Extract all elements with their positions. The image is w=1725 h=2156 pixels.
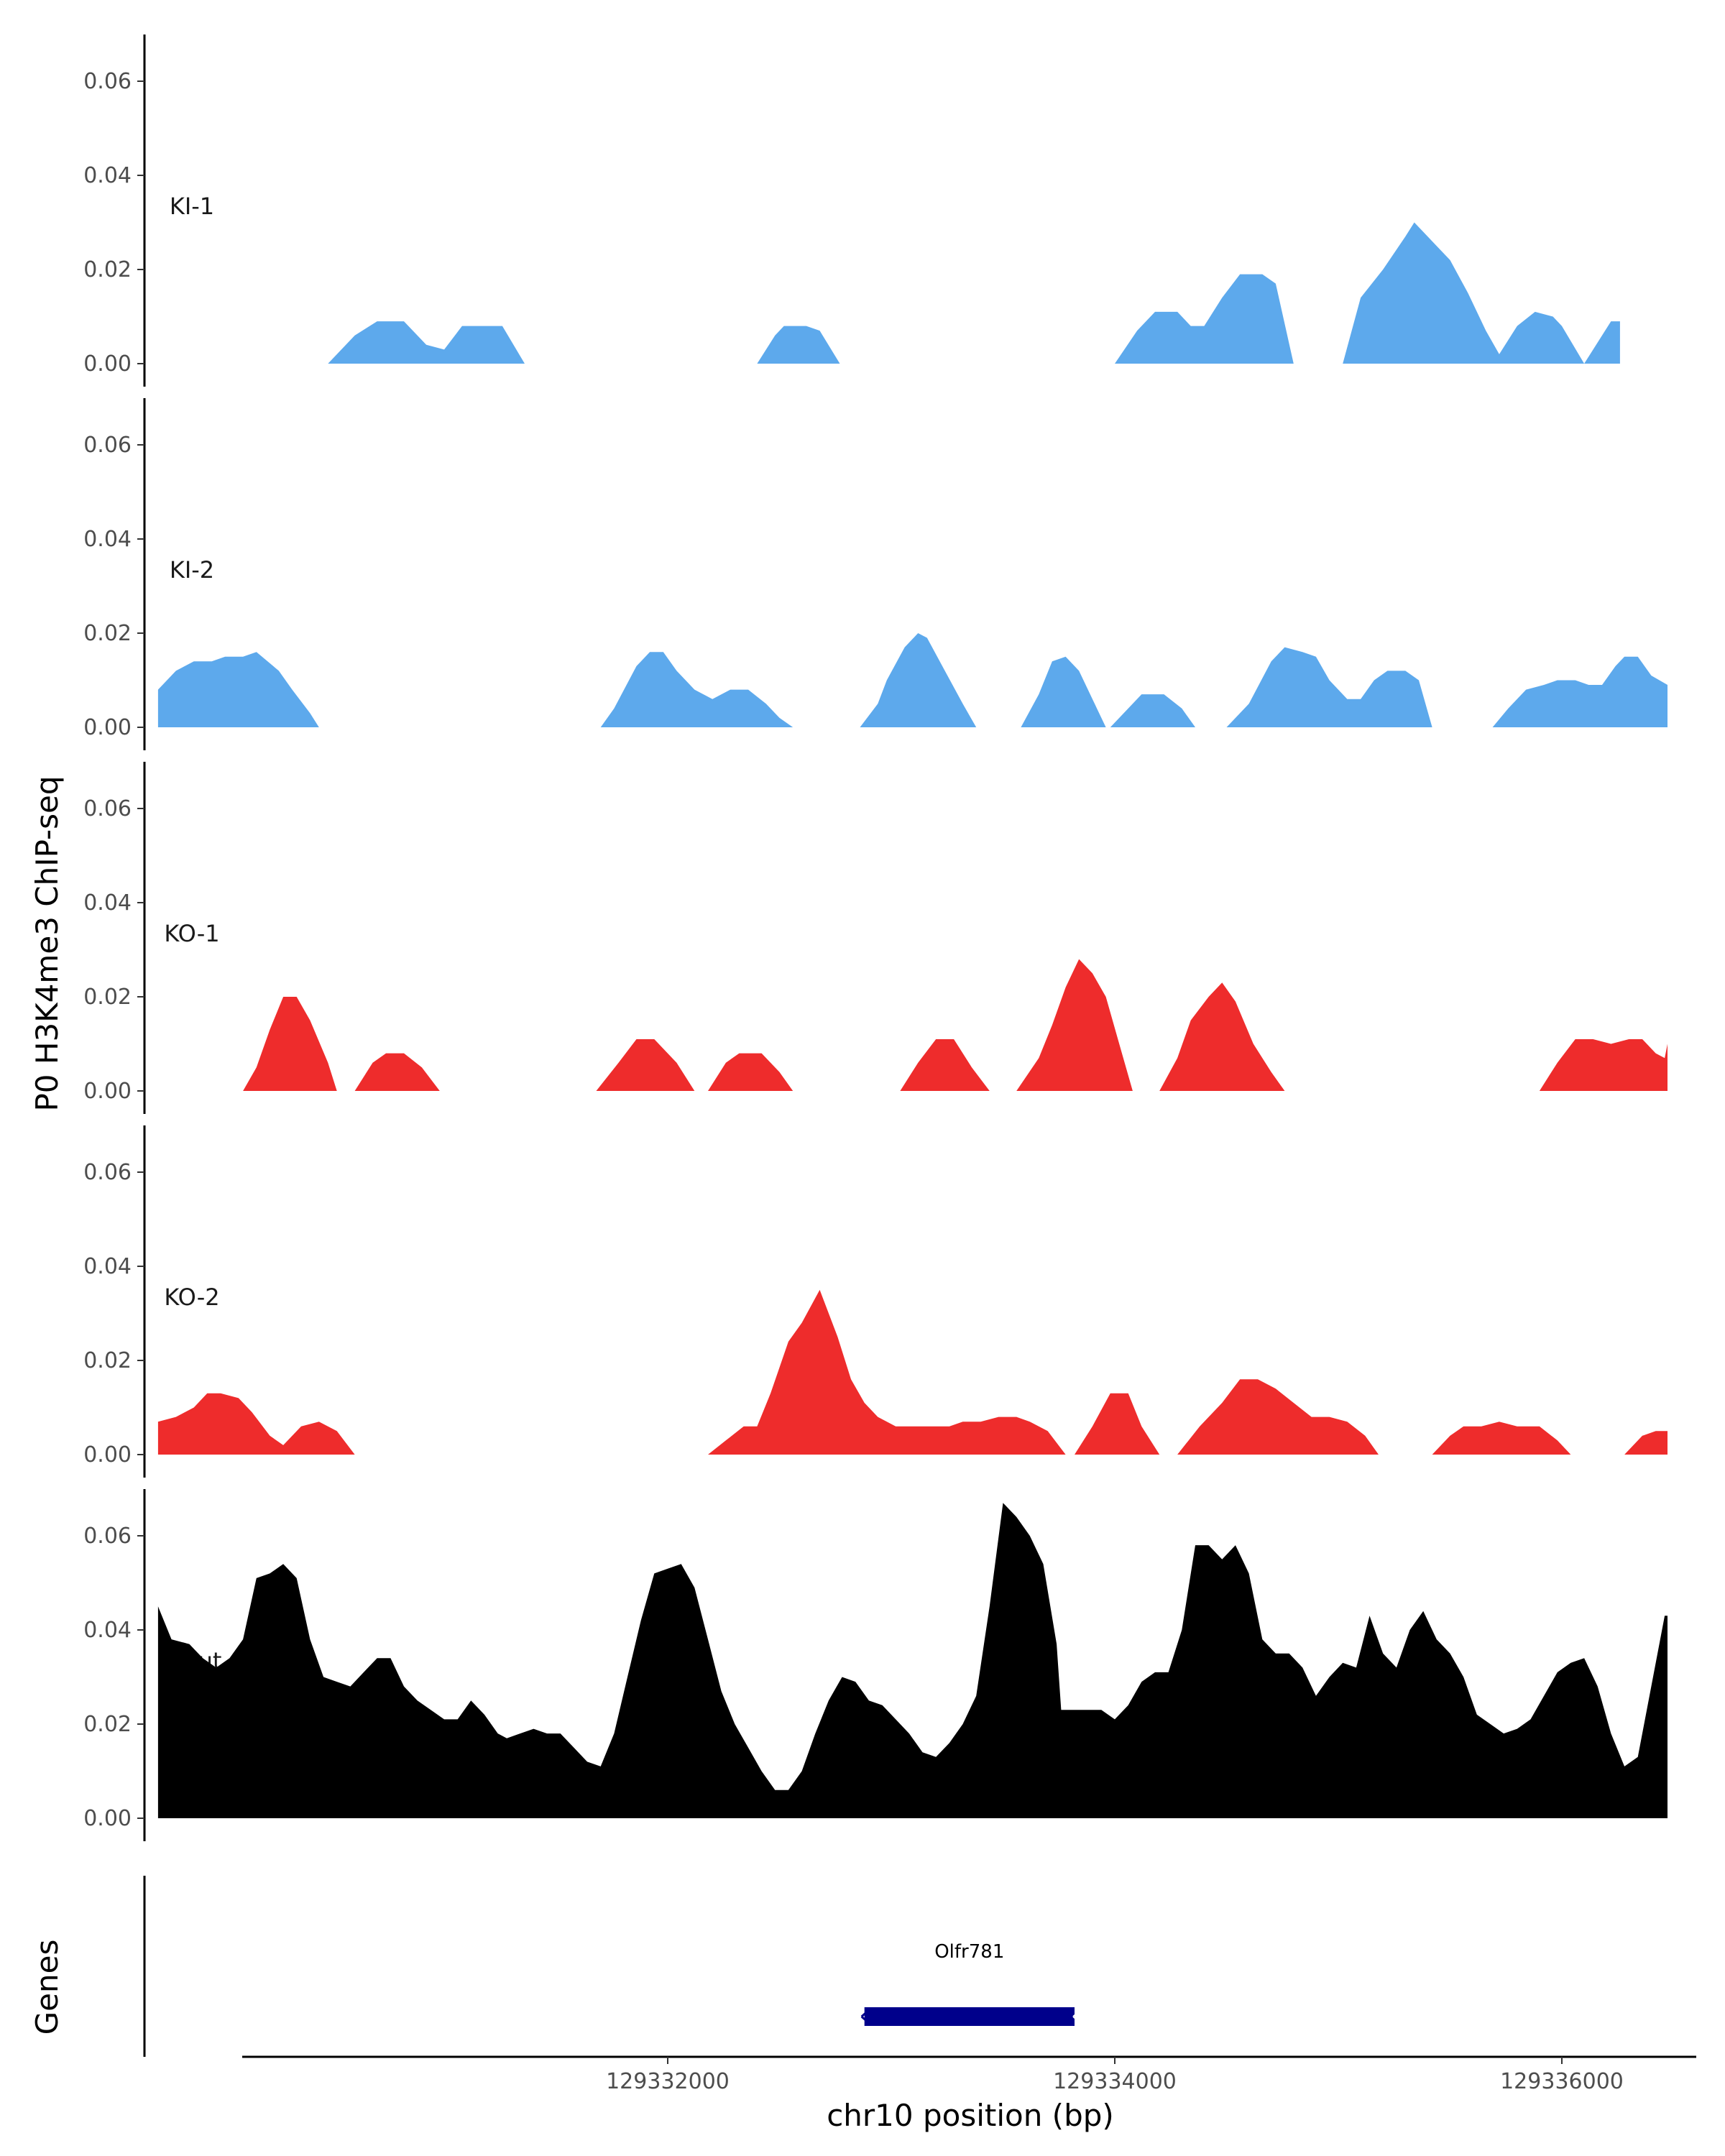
track-label: KI-2 (170, 556, 214, 584)
x-axis-title: chr10 position (bp) (827, 2098, 1114, 2133)
signal-area-ki-1-3 (1343, 222, 1585, 364)
x-tick-label: 129334000 (1053, 2069, 1177, 2094)
track-label: KO-2 (164, 1284, 219, 1311)
y-tick-label: 0.06 (83, 1524, 132, 1549)
signal-area-ko-2-1 (708, 1289, 1066, 1455)
signal-area-ki-2-2 (860, 633, 977, 727)
y-tick-label: 0.02 (83, 1348, 132, 1373)
signal-area-ko-1-6 (1159, 982, 1285, 1091)
signal-area-input-0 (157, 1503, 1668, 1818)
signal-area-ki-2-3 (1021, 656, 1106, 727)
genes-panel-title: Genes (29, 1940, 65, 2035)
y-tick-label: 0.00 (83, 1442, 132, 1468)
signal-area-ki-2-4 (1110, 694, 1195, 727)
signal-area-ko-2-5 (1624, 1416, 1668, 1455)
y-tick-label: 0.02 (83, 621, 132, 646)
strand-arrow-icon (1072, 2011, 1080, 2022)
signal-area-ko-1-1 (354, 1053, 440, 1091)
y-tick-label: 0.06 (83, 796, 132, 821)
y-tick-label: 0.04 (83, 890, 132, 916)
y-tick-label: 0.02 (83, 985, 132, 1010)
y-tick-label: 0.04 (83, 527, 132, 552)
signal-area-ko-2-0 (157, 1393, 355, 1455)
signal-area-ko-1-7 (1539, 1039, 1668, 1091)
track-label: KI-1 (170, 193, 214, 220)
signal-area-ko-2-2 (1075, 1393, 1160, 1455)
y-tick-label: 0.06 (83, 433, 132, 458)
y-tick-label: 0.02 (83, 257, 132, 282)
signal-area-ki-2-5 (1226, 647, 1432, 727)
signal-area-ki-1-1 (757, 326, 840, 364)
track-label: KO-1 (164, 920, 219, 947)
y-tick-label: 0.06 (83, 1160, 132, 1185)
signal-area-ko-1-5 (1016, 959, 1133, 1091)
signal-tracks: 0.00 0.02 0.04 0.06 KI-1 0.00 0.02 0.04 0.06 KI-2… (83, 34, 1668, 1841)
y-axis-title: P0 H3K4me3 ChIP-seq (29, 775, 65, 1111)
track-ko-1: 0.00 0.02 0.04 0.06 KO-1 (83, 762, 1668, 1114)
signal-area-ko-2-4 (1432, 1422, 1571, 1455)
signal-area-ko-1-2 (596, 1039, 695, 1091)
x-axis: 129332000 129334000 129336000 (242, 2055, 1696, 2094)
signal-area-ki-2-6 (1492, 656, 1668, 727)
signal-area-ki-1-2 (1115, 274, 1294, 364)
gene-label: Olfr781 (934, 1941, 1004, 1963)
signal-area-ko-2-3 (1177, 1379, 1379, 1455)
signal-area-ki-2-0 (157, 652, 319, 727)
y-tick-label: 0.04 (83, 1254, 132, 1279)
x-tick-label: 129336000 (1500, 2069, 1624, 2094)
y-tick-label: 0.00 (83, 715, 132, 740)
signal-area-ki-1-0 (328, 321, 525, 364)
gene-panel: Olfr781 (143, 1876, 1080, 2057)
track-input: 0.000.020.040.06Input (83, 1489, 1668, 1841)
signal-area-ki-2-1 (600, 652, 794, 727)
track-ko-2: 0.00 0.02 0.04 0.06 KO-2 (83, 1125, 1668, 1478)
track-ki-2: 0.00 0.02 0.04 0.06 KI-2 (83, 398, 1668, 750)
signal-area-ko-1-0 (243, 997, 337, 1091)
gene-body-olfr781 (864, 2007, 1075, 2026)
y-tick-label: 0.00 (83, 1806, 132, 1831)
signal-area-ko-1-3 (708, 1053, 794, 1091)
y-tick-label: 0.02 (83, 1712, 132, 1737)
strand-arrow-icon (860, 2010, 868, 2023)
y-tick-label: 0.04 (83, 163, 132, 188)
y-tick-label: 0.04 (83, 1618, 132, 1643)
signal-area-ko-1-4 (900, 1039, 990, 1091)
track-ki-1: 0.00 0.02 0.04 0.06 KI-1 (83, 34, 1620, 387)
y-tick-label: 0.00 (83, 1079, 132, 1104)
x-tick-label: 129332000 (606, 2069, 730, 2094)
y-tick-label: 0.06 (83, 69, 132, 94)
signal-area-ki-1-4 (1584, 321, 1620, 364)
y-tick-label: 0.00 (83, 351, 132, 377)
